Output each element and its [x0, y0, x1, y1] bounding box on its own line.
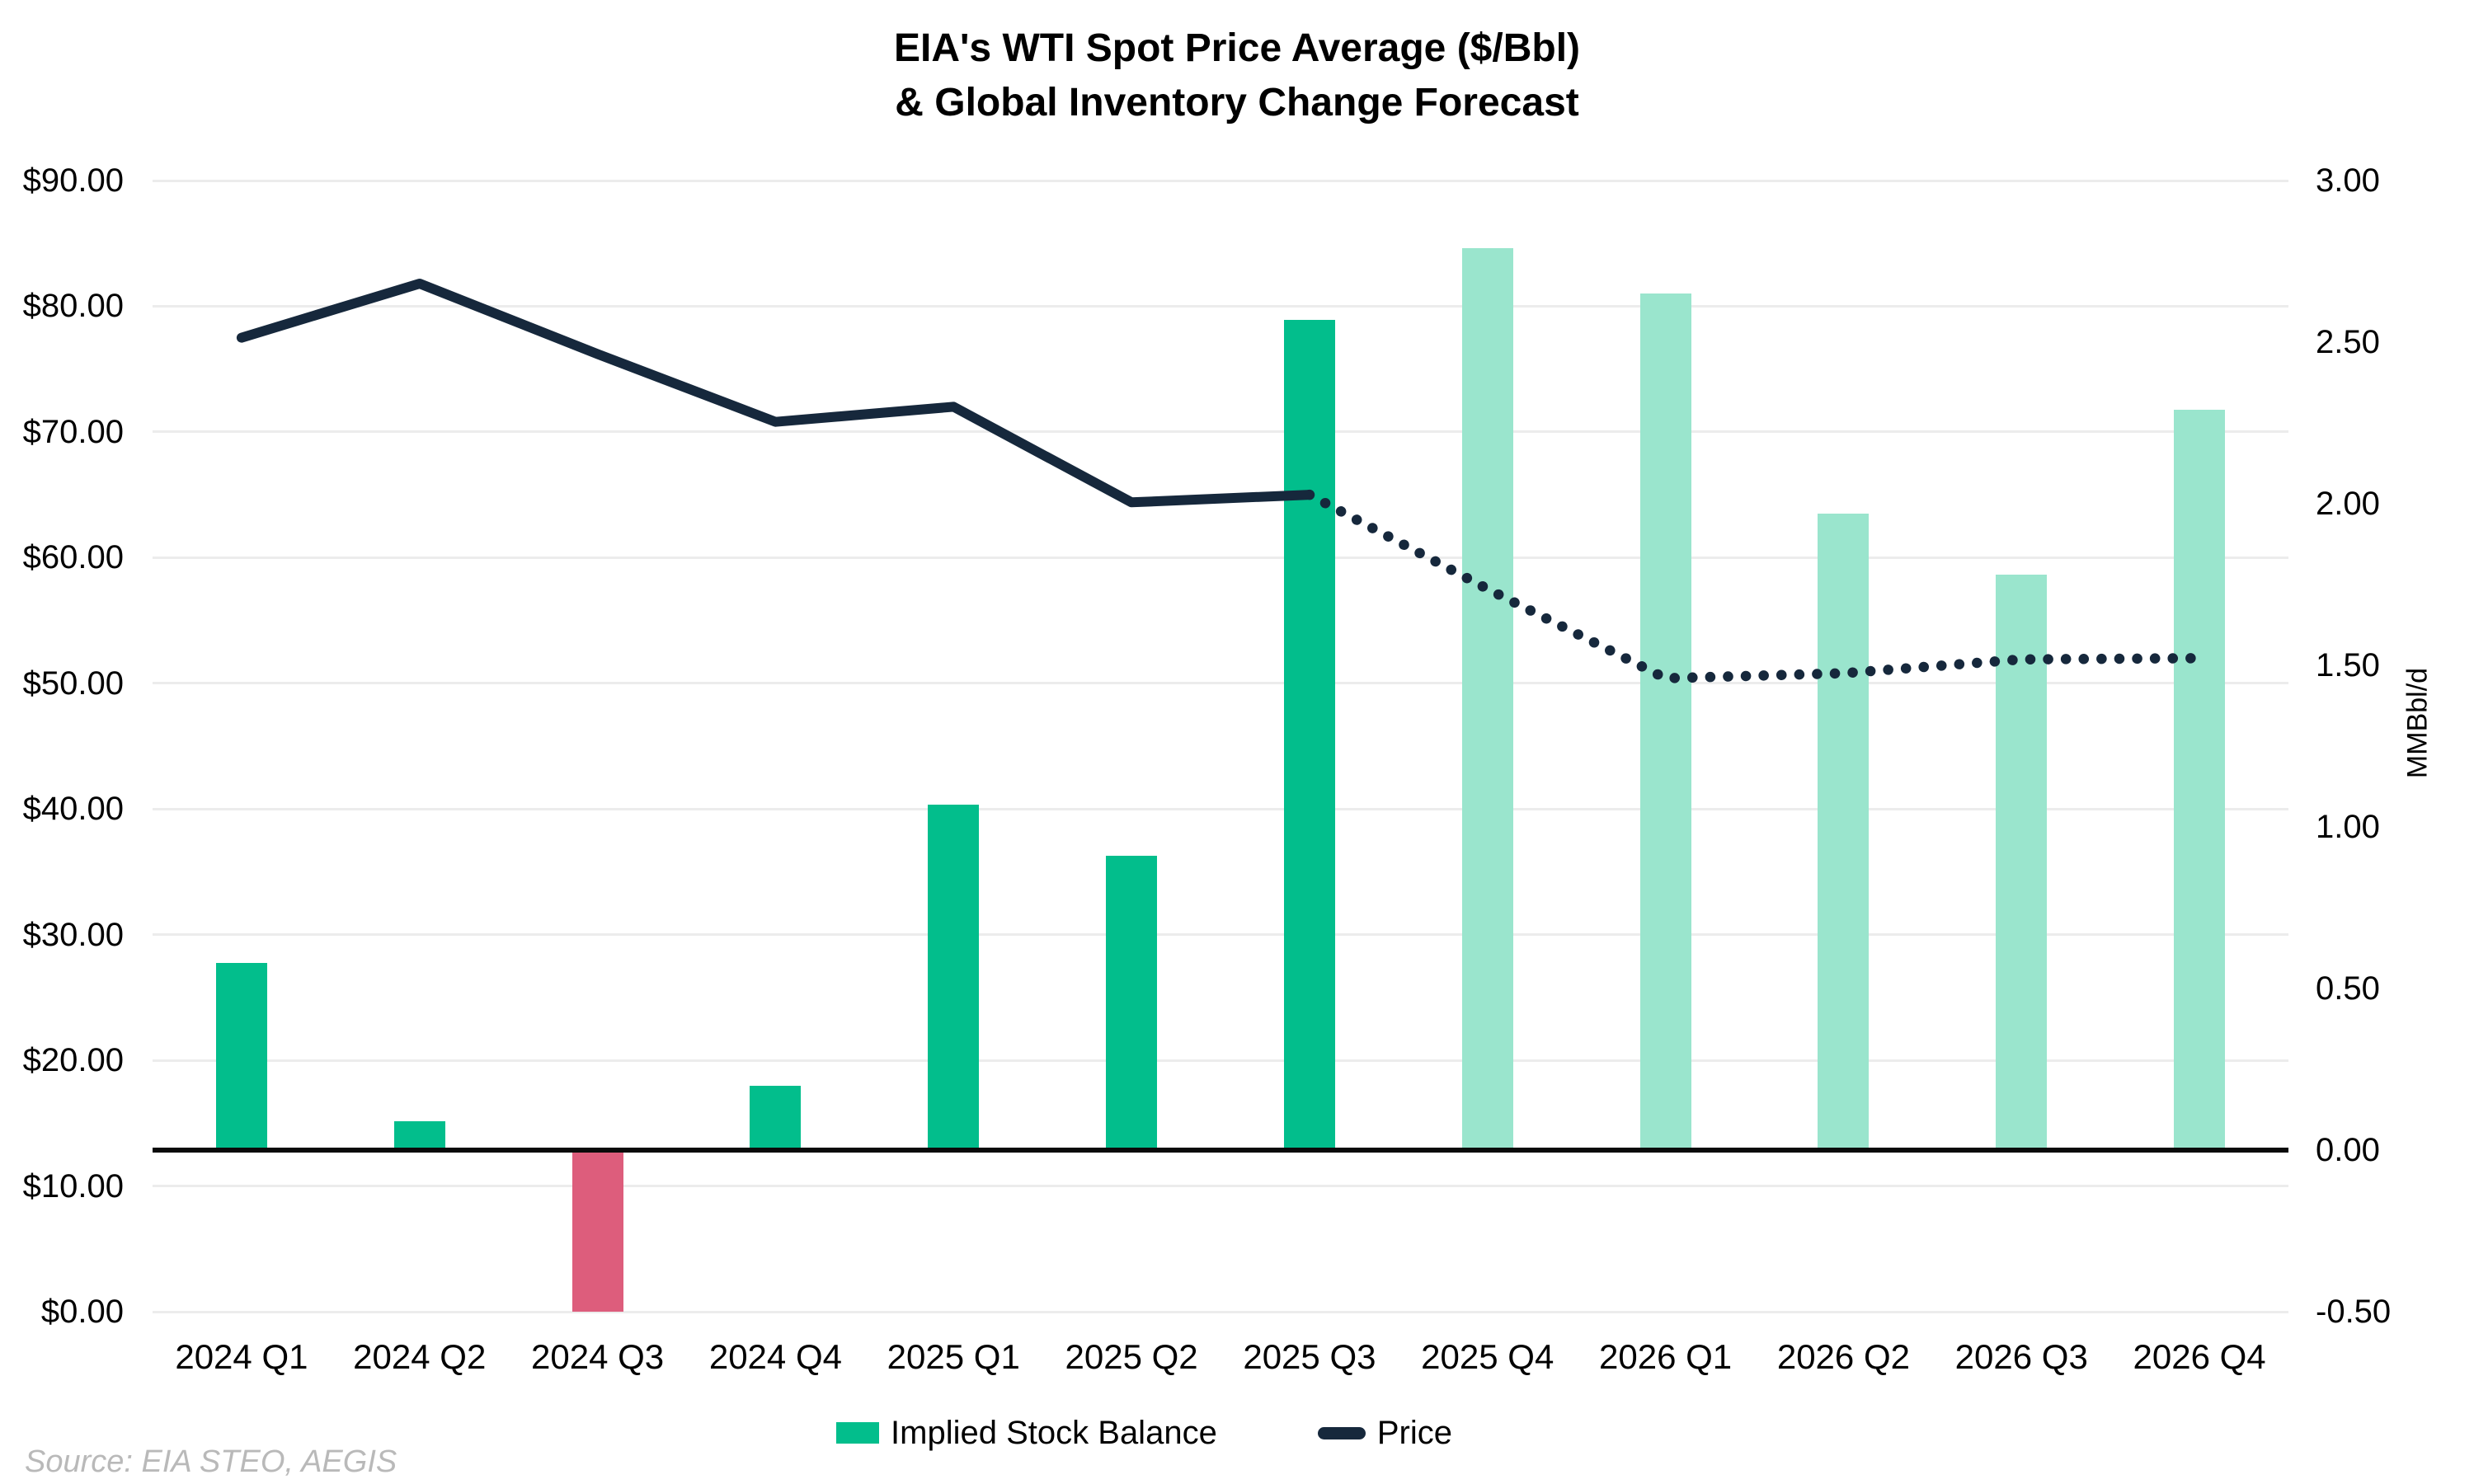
gridline: [153, 556, 2288, 559]
y-axis-tick-right: 2.00: [2316, 486, 2380, 522]
y-axis-tick-left: $60.00: [22, 539, 124, 576]
y-axis-tick-left: $70.00: [22, 413, 124, 450]
gridline: [153, 179, 2288, 182]
bar-2025-q4: [1461, 248, 1513, 1150]
bar-2026-q3: [1996, 575, 2048, 1150]
chart-title-line2: & Global Inventory Change Forecast: [895, 81, 1579, 124]
legend-item-implied-stock-balance: Implied Stock Balance: [836, 1415, 1217, 1452]
x-axis-tick: 2025 Q1: [887, 1337, 1020, 1376]
legend-price-label: Price: [1376, 1414, 1452, 1451]
bar-2025-q2: [1106, 856, 1158, 1150]
y-axis-tick-right: 2.50: [2316, 324, 2380, 360]
y-axis-tick-right: 0.00: [2316, 1132, 2380, 1168]
legend-bar-swatch-icon: [836, 1422, 880, 1444]
x-axis-tick: 2025 Q4: [1421, 1337, 1554, 1376]
chart-title: EIA's WTI Spot Price Average ($/Bbl) & G…: [0, 21, 2474, 130]
chart-title-line1: EIA's WTI Spot Price Average ($/Bbl): [893, 26, 1581, 70]
y-axis-tick-right: 3.00: [2316, 162, 2380, 199]
bar-2024-q4: [750, 1085, 802, 1150]
x-axis-tick: 2025 Q3: [1243, 1337, 1376, 1376]
bar-2024-q3: [571, 1150, 623, 1312]
price-line-dotted: [1304, 489, 2205, 683]
bar-2024-q2: [393, 1120, 445, 1150]
x-axis-tick: 2026 Q3: [1954, 1337, 2088, 1376]
x-axis-tick: 2024 Q3: [531, 1337, 665, 1376]
y-axis-tick-left: $90.00: [22, 162, 124, 199]
gridline: [153, 1059, 2288, 1062]
legend-line-swatch-icon: [1317, 1426, 1366, 1439]
y-axis-tick-left: $40.00: [22, 791, 124, 828]
y-axis-tick-left: $80.00: [22, 288, 124, 325]
gridline: [153, 933, 2288, 937]
source-note: Source: EIA STEO, AEGIS: [25, 1444, 397, 1479]
y-axis-tick-right: 1.00: [2316, 809, 2380, 845]
y-axis-tick-left: $30.00: [22, 916, 124, 953]
bar-2025-q3: [1283, 319, 1335, 1150]
bar-2024-q1: [215, 962, 267, 1150]
x-axis-tick: 2026 Q1: [1599, 1337, 1733, 1376]
zero-line: [153, 1148, 2288, 1153]
price-line-layer: [236, 279, 2205, 683]
x-axis-tick: 2025 Q2: [1065, 1337, 1198, 1376]
y-axis-tick-left: $0.00: [40, 1294, 124, 1330]
y-axis-tick-left: $10.00: [22, 1167, 124, 1205]
x-axis-tick: 2024 Q2: [353, 1337, 487, 1376]
gridline: [153, 682, 2288, 685]
gridline: [153, 304, 2288, 308]
x-axis-tick: 2026 Q2: [1776, 1337, 1910, 1376]
price-line-solid: [236, 279, 1315, 508]
y-axis-tick-right: 1.50: [2316, 647, 2380, 683]
bar-2026-q2: [1818, 513, 1870, 1150]
bar-2026-q4: [2174, 410, 2226, 1150]
legend-bar-label: Implied Stock Balance: [891, 1414, 1217, 1451]
y-axis-tick-right: -0.50: [2316, 1294, 2392, 1330]
gridline: [153, 1310, 2288, 1313]
gridline: [153, 430, 2288, 434]
legend: Implied Stock Balance Price: [0, 1411, 2288, 1454]
bar-2026-q1: [1639, 294, 1691, 1150]
right-axis-title: MMBbl/d: [2401, 667, 2434, 779]
y-axis-tick-left: $20.00: [22, 1042, 124, 1079]
x-axis-tick: 2024 Q1: [175, 1337, 308, 1376]
gridline: [153, 1185, 2288, 1188]
y-axis-tick-right: 0.50: [2316, 970, 2380, 1007]
y-axis-tick-left: $50.00: [22, 665, 124, 702]
bar-2025-q1: [928, 804, 980, 1150]
legend-item-price: Price: [1317, 1414, 1452, 1452]
x-axis-tick: 2024 Q4: [708, 1337, 842, 1376]
gridline: [153, 807, 2288, 810]
x-axis-tick: 2026 Q4: [2133, 1337, 2266, 1376]
